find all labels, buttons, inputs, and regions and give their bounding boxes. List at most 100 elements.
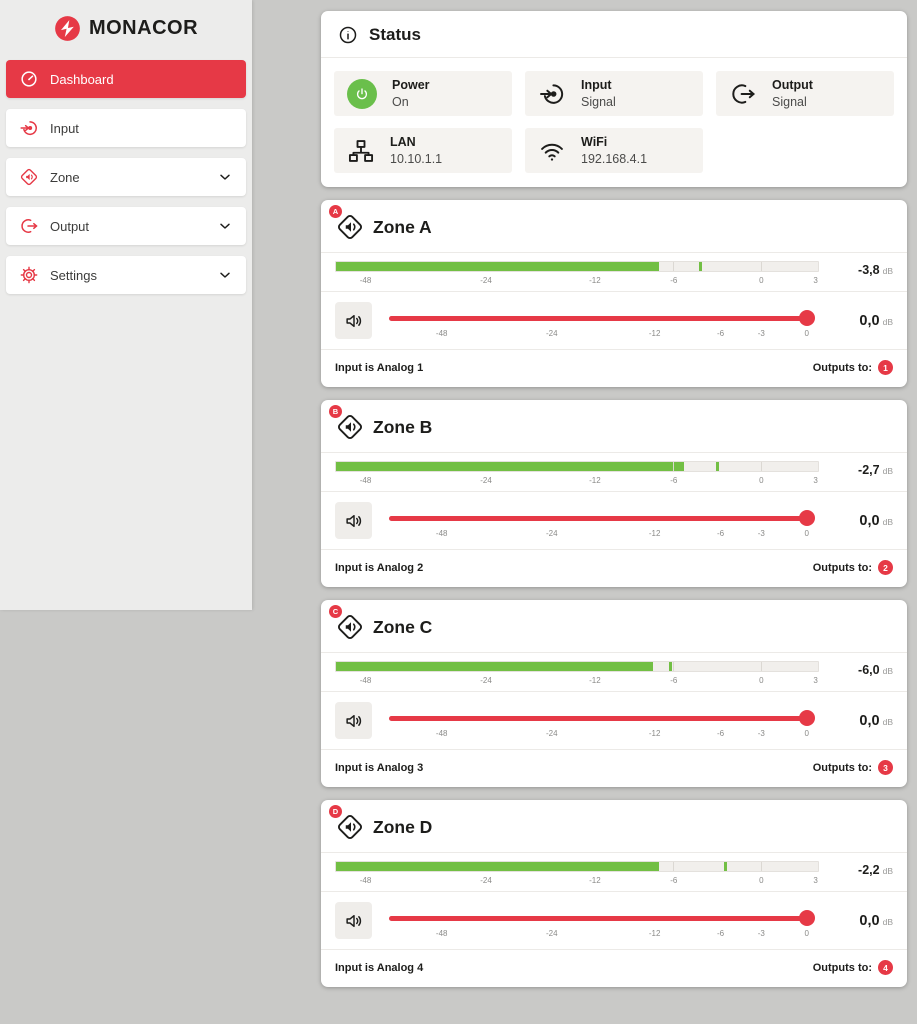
volume-slider[interactable] xyxy=(389,510,815,526)
mute-button[interactable] xyxy=(335,702,372,739)
slider-value-group: 0,0 dB xyxy=(831,312,893,330)
meter-segment-separator xyxy=(673,662,675,671)
zone-title: Zone C xyxy=(373,616,433,637)
tile-value: Signal xyxy=(581,94,616,109)
scale-tick-label: 0 xyxy=(759,876,764,885)
meter-fill xyxy=(336,262,659,271)
divider xyxy=(321,949,907,950)
sidebar-item-output[interactable]: Output xyxy=(6,207,246,245)
tile-label: Output xyxy=(772,77,813,92)
volume-slider-thumb[interactable] xyxy=(798,310,815,326)
scale-tick-label: -12 xyxy=(648,729,661,738)
meter-scale: -48 -24 -12 -6 0 3 xyxy=(335,874,819,888)
slider-scale: -48 -24 -12 -6 -3 0 xyxy=(389,927,814,941)
volume-slider-thumb[interactable] xyxy=(798,510,815,526)
meter-segment-separator xyxy=(673,862,675,871)
mute-button[interactable] xyxy=(335,302,372,339)
volume-slider-thumb[interactable] xyxy=(798,910,815,926)
slider-value-group: 0,0 dB xyxy=(831,512,893,530)
mute-button[interactable] xyxy=(335,502,372,539)
tile-value: Signal xyxy=(772,94,807,109)
scale-tick-label: -24 xyxy=(545,529,558,538)
speaker-icon xyxy=(345,914,361,927)
scale-tick-label: -48 xyxy=(435,929,448,938)
zone-speaker-diamond-icon: C xyxy=(329,605,365,642)
volume-slider-thumb[interactable] xyxy=(798,710,815,726)
meter-segment-separator xyxy=(760,262,762,271)
sidebar-item-zone[interactable]: Zone xyxy=(6,158,246,196)
sidebar-item-input[interactable]: Input xyxy=(6,109,246,147)
volume-slider[interactable] xyxy=(389,310,815,326)
level-meter xyxy=(335,861,819,872)
zone-card: D Zone D -48 -24 -12 -6 0 3 -2,2 dB xyxy=(321,800,907,987)
scale-tick-label: 3 xyxy=(813,676,818,685)
status-tiles: Power On Input Signal xyxy=(321,58,907,187)
scale-tick-label: -24 xyxy=(480,876,492,885)
scale-tick-label: -12 xyxy=(648,529,661,538)
slider-scale: -48 -24 -12 -6 -3 0 xyxy=(389,727,814,741)
slider-fill xyxy=(389,315,807,321)
volume-slider[interactable] xyxy=(389,710,815,726)
zone-title: Zone B xyxy=(373,416,433,437)
meter-value-group: -6,0 dB xyxy=(831,661,893,679)
divider xyxy=(321,349,907,350)
output-badge: 3 xyxy=(878,760,893,775)
meter-value-group: -3,8 dB xyxy=(831,261,893,279)
slider-value-group: 0,0 dB xyxy=(831,912,893,930)
sidebar-item-label: Output xyxy=(50,218,90,234)
volume-slider[interactable] xyxy=(389,910,815,926)
meter-segment-separator xyxy=(760,662,762,671)
zone-title: Zone A xyxy=(373,216,432,237)
mute-button[interactable] xyxy=(335,902,372,939)
output-badge: 1 xyxy=(878,360,893,375)
sidebar-item-label: Dashboard xyxy=(50,71,114,87)
zone-speaker-diamond-icon: B xyxy=(329,405,365,442)
divider xyxy=(321,452,907,453)
chevron-down-icon xyxy=(217,218,233,234)
sidebar-item-settings[interactable]: Settings xyxy=(6,256,246,294)
status-tile-power: Power On xyxy=(334,71,512,116)
meter-fill xyxy=(336,662,653,671)
scale-tick-label: -12 xyxy=(589,876,601,885)
scale-tick-label: -48 xyxy=(359,276,372,285)
sidebar-item-label: Input xyxy=(50,120,79,136)
slider-unit: dB xyxy=(882,716,893,727)
sidebar-item-label: Zone xyxy=(50,169,80,185)
meter-scale: -48 -24 -12 -6 0 3 xyxy=(335,674,819,688)
chevron-down-icon xyxy=(217,169,233,185)
tile-label: Power xyxy=(392,77,430,92)
info-icon xyxy=(338,25,358,45)
scale-tick-label: -48 xyxy=(359,676,372,685)
outputs-label: Outputs to: xyxy=(812,361,872,374)
sidebar: MONACOR Dashboard Input xyxy=(0,0,252,610)
slider-fill xyxy=(389,915,807,921)
scale-tick-label: -6 xyxy=(670,876,678,885)
zone-input-label: Input is Analog 3 xyxy=(335,761,424,774)
slider-unit: dB xyxy=(882,516,893,527)
meter-segment-separator xyxy=(760,862,762,871)
slider-value: 0,0 xyxy=(859,512,880,529)
zone-letter-badge: C xyxy=(329,605,342,618)
scale-tick-label: 0 xyxy=(804,729,809,738)
lan-icon xyxy=(347,137,375,165)
wifi-icon xyxy=(538,137,566,165)
logo: MONACOR xyxy=(0,0,252,60)
meter-scale: -48 -24 -12 -6 0 3 xyxy=(335,274,819,288)
sidebar-item-dashboard[interactable]: Dashboard xyxy=(6,60,246,98)
scale-tick-label: -3 xyxy=(757,329,765,338)
slider-value: 0,0 xyxy=(859,712,880,729)
tile-label: Input xyxy=(581,77,612,92)
scale-tick-label: 3 xyxy=(813,276,818,285)
zone-card: A Zone A -48 -24 -12 -6 0 3 -3,8 dB xyxy=(321,200,907,387)
scale-tick-label: -24 xyxy=(545,729,558,738)
scale-tick-label: -3 xyxy=(757,729,765,738)
scale-tick-label: 0 xyxy=(759,676,764,685)
speaker-icon xyxy=(345,514,361,527)
scale-tick-label: 0 xyxy=(804,329,809,338)
scale-tick-label: 0 xyxy=(804,929,809,938)
scale-tick-label: -12 xyxy=(589,676,601,685)
meter-fill xyxy=(336,862,659,871)
scale-tick-label: -6 xyxy=(716,929,725,938)
meter-peak-tick xyxy=(698,262,702,271)
meter-segment-separator xyxy=(673,262,675,271)
